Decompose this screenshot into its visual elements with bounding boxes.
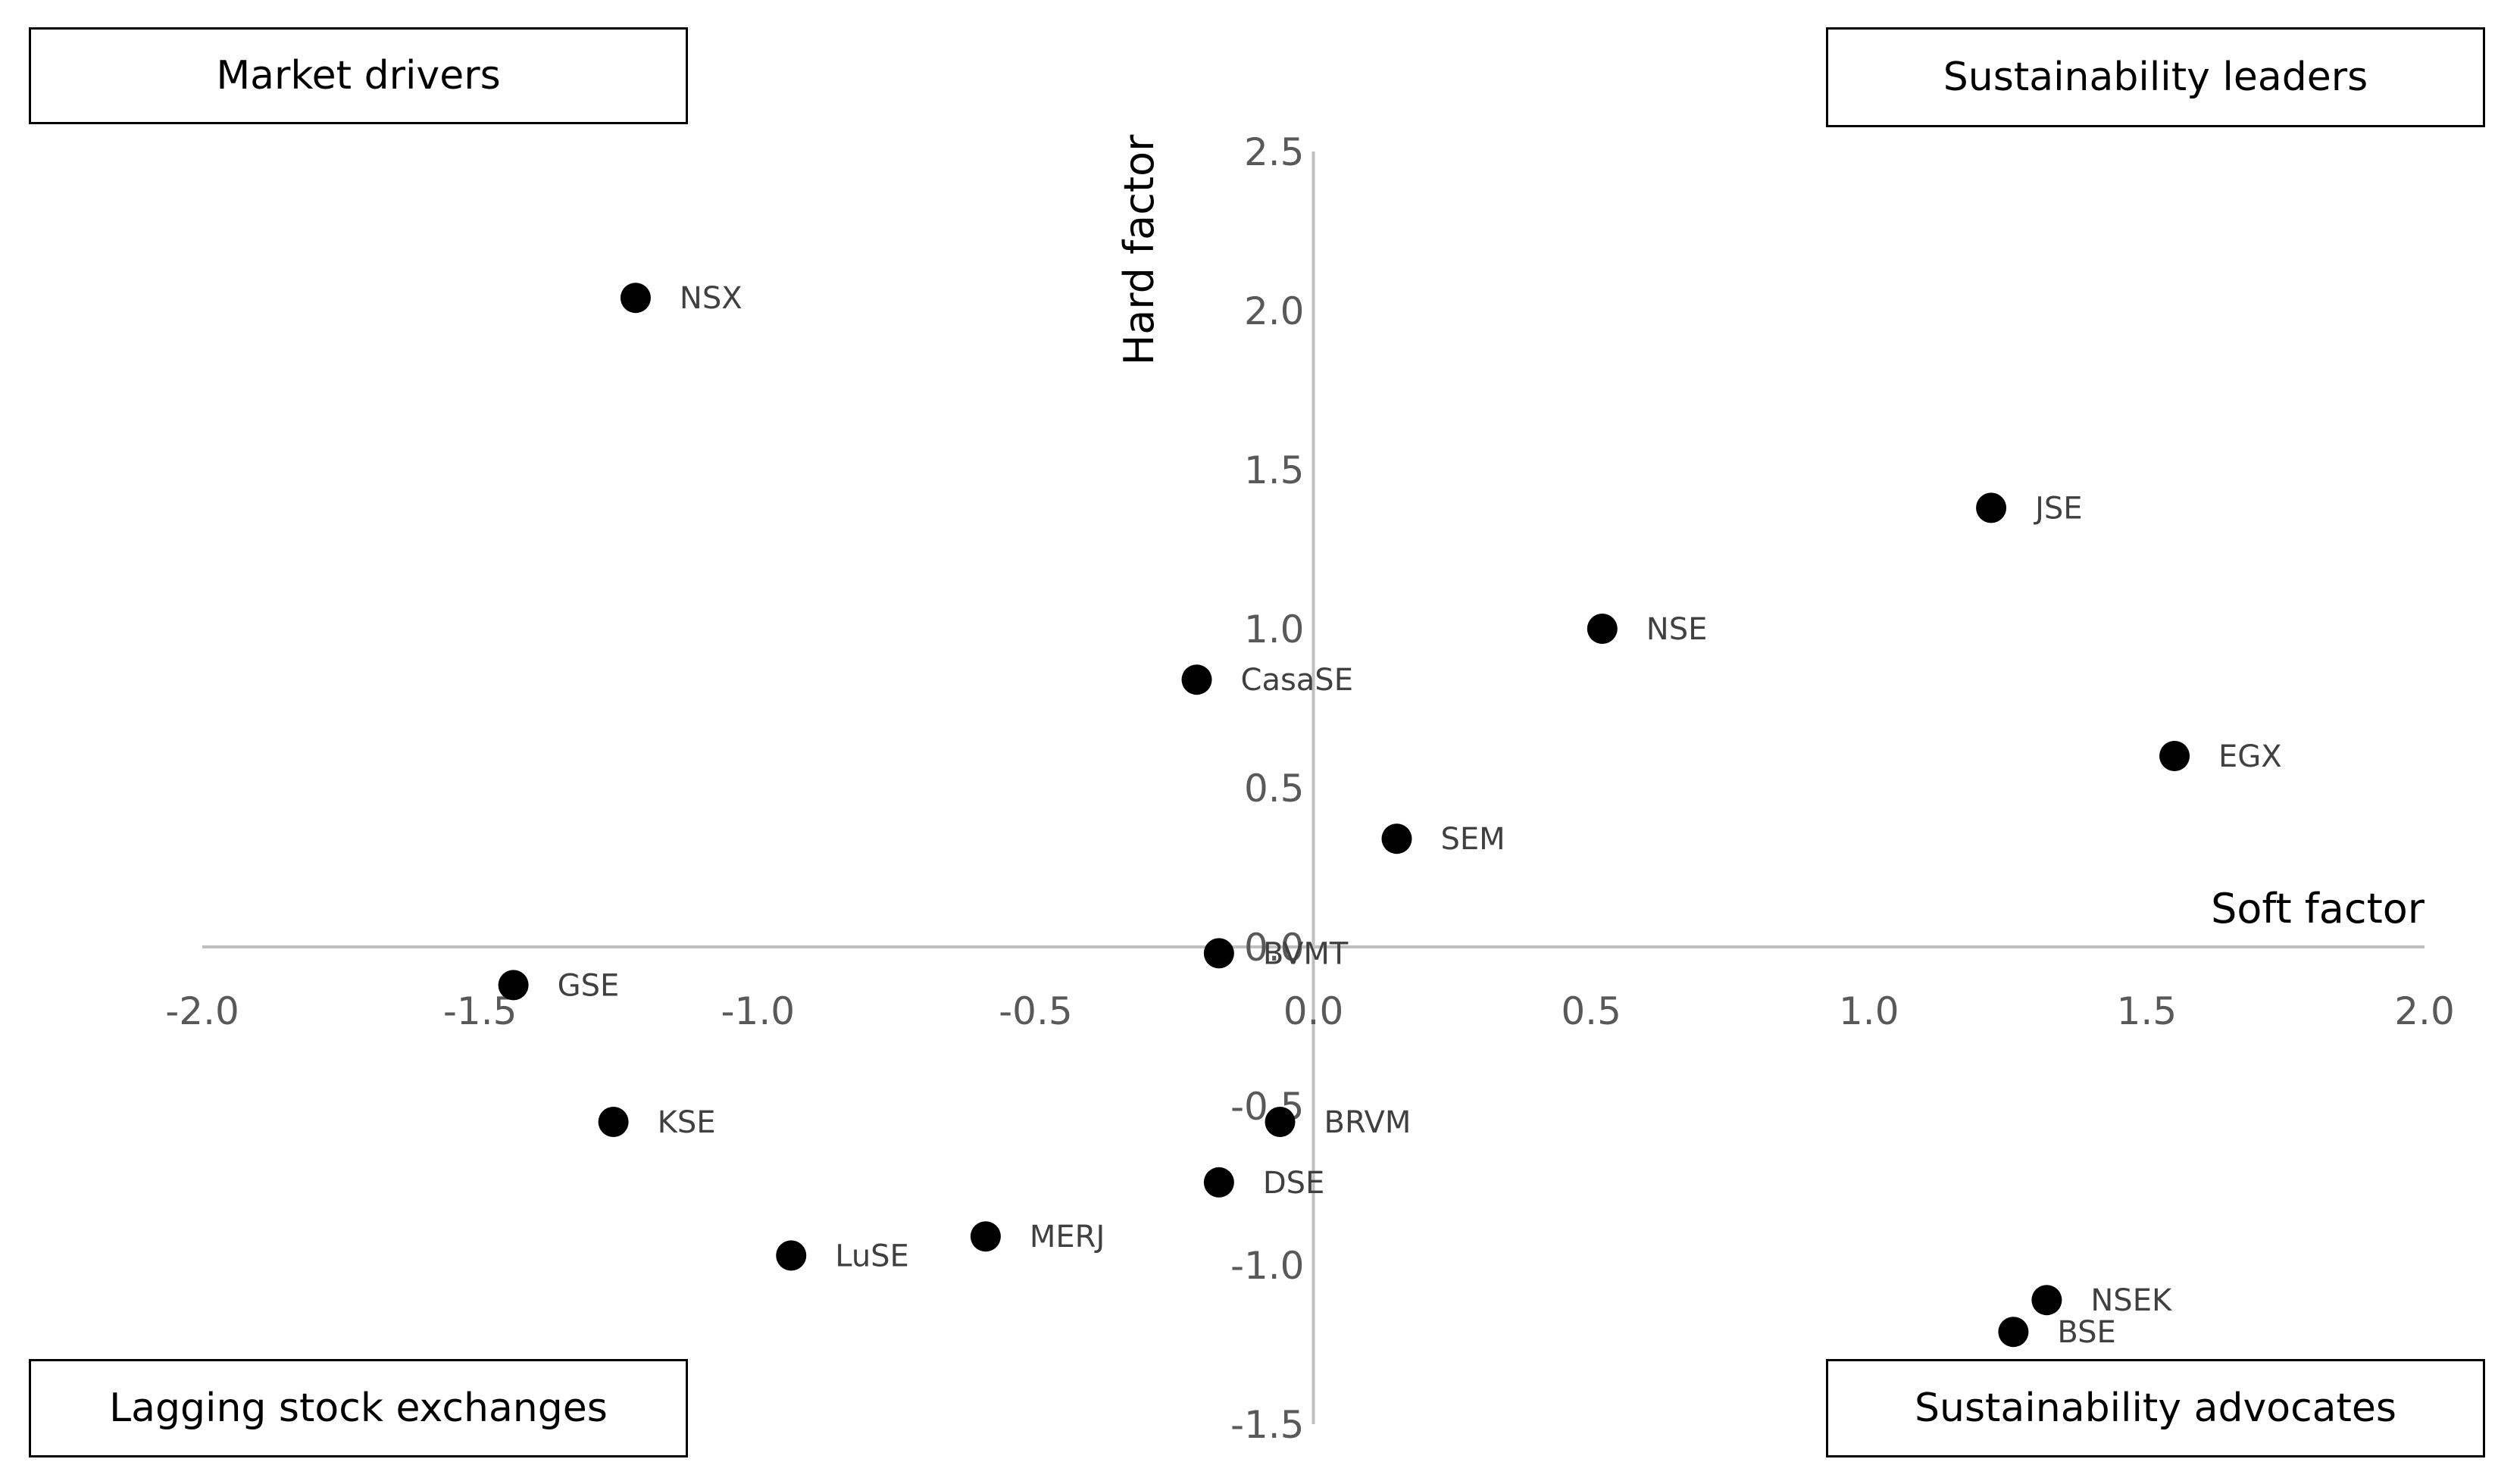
- data-point-nsx: [620, 283, 651, 314]
- data-label-dse: DSE: [1263, 1166, 1324, 1201]
- quadrant-label-sustainability-advocates: Sustainability advocates: [1826, 1359, 2485, 1457]
- data-label-nsx: NSX: [680, 281, 743, 316]
- data-point-bse: [1998, 1317, 2029, 1348]
- y-tick-label: 2.0: [1244, 289, 1305, 333]
- data-label-bvmt: BVMT: [1263, 936, 1349, 971]
- y-tick-label: 0.0: [1244, 926, 1305, 970]
- quadrant-label-market-drivers: Market drivers: [29, 27, 688, 124]
- data-label-jse: JSE: [2033, 491, 2082, 526]
- quadrant-label-lagging-stock-exchanges: Lagging stock exchanges: [29, 1359, 688, 1457]
- y-tick-label: 2.5: [1244, 130, 1305, 174]
- data-point-sem: [1381, 823, 1412, 854]
- data-point-kse: [598, 1107, 629, 1137]
- data-point-nse: [1587, 614, 1618, 644]
- data-point-jse: [1976, 492, 2007, 523]
- data-label-gse: GSE: [558, 968, 620, 1003]
- quadrant-label-sustainability-leaders: Sustainability leaders: [1826, 27, 2485, 127]
- data-point-dse: [1203, 1167, 1234, 1198]
- data-point-merj: [970, 1221, 1001, 1252]
- data-label-nse: NSE: [1646, 612, 1708, 647]
- data-point-casase: [1181, 664, 1212, 695]
- data-label-casase: CasaSE: [1241, 663, 1353, 698]
- x-tick-label: -0.5: [999, 989, 1073, 1033]
- quadrant-label-text: Sustainability leaders: [1943, 55, 2368, 100]
- data-point-nsek: [2031, 1285, 2062, 1316]
- x-tick-label: -1.0: [721, 989, 795, 1033]
- y-tick-label: 1.5: [1244, 448, 1305, 492]
- y-axis-title: Hard factor: [1115, 134, 1163, 365]
- data-label-kse: KSE: [658, 1105, 716, 1140]
- x-tick-label: 0.0: [1283, 989, 1344, 1033]
- y-tick-label: 1.0: [1244, 608, 1305, 651]
- data-point-egx: [2159, 741, 2190, 771]
- data-label-nsek: NSEK: [2090, 1283, 2173, 1318]
- data-label-luse: LuSE: [835, 1239, 909, 1273]
- data-point-gse: [498, 970, 529, 1001]
- data-point-brvm: [1265, 1107, 1296, 1137]
- quadrant-label-text: Sustainability advocates: [1914, 1386, 2396, 1431]
- data-label-brvm: BRVM: [1324, 1105, 1412, 1140]
- data-point-bvmt: [1203, 938, 1234, 969]
- data-label-egx: EGX: [2218, 739, 2282, 774]
- x-axis-title: Soft factor: [2211, 885, 2425, 933]
- data-label-bse: BSE: [2057, 1315, 2115, 1350]
- y-tick-label: -1.0: [1230, 1244, 1305, 1288]
- x-tick-label: 0.5: [1561, 989, 1621, 1033]
- quadrant-label-text: Market drivers: [216, 53, 501, 98]
- quadrant-label-text: Lagging stock exchanges: [109, 1386, 608, 1431]
- data-label-sem: SEM: [1440, 822, 1505, 857]
- x-tick-label: 2.0: [2394, 989, 2455, 1033]
- x-tick-label: -2.0: [165, 989, 239, 1033]
- data-point-luse: [776, 1240, 807, 1271]
- y-tick-label: -1.5: [1230, 1403, 1305, 1447]
- x-tick-label: 1.0: [1839, 989, 1899, 1033]
- x-tick-labels: -2.0 -1.5 -1.0 -0.5 0.0 0.5 1.0 1.5 2.0: [165, 989, 2455, 1033]
- y-tick-label: 0.5: [1244, 767, 1305, 811]
- x-tick-label: 1.5: [2117, 989, 2178, 1033]
- y-tick-labels: 2.52.01.51.00.50.0-0.5-1.0-1.5: [1230, 130, 1305, 1447]
- data-label-merj: MERJ: [1030, 1220, 1105, 1254]
